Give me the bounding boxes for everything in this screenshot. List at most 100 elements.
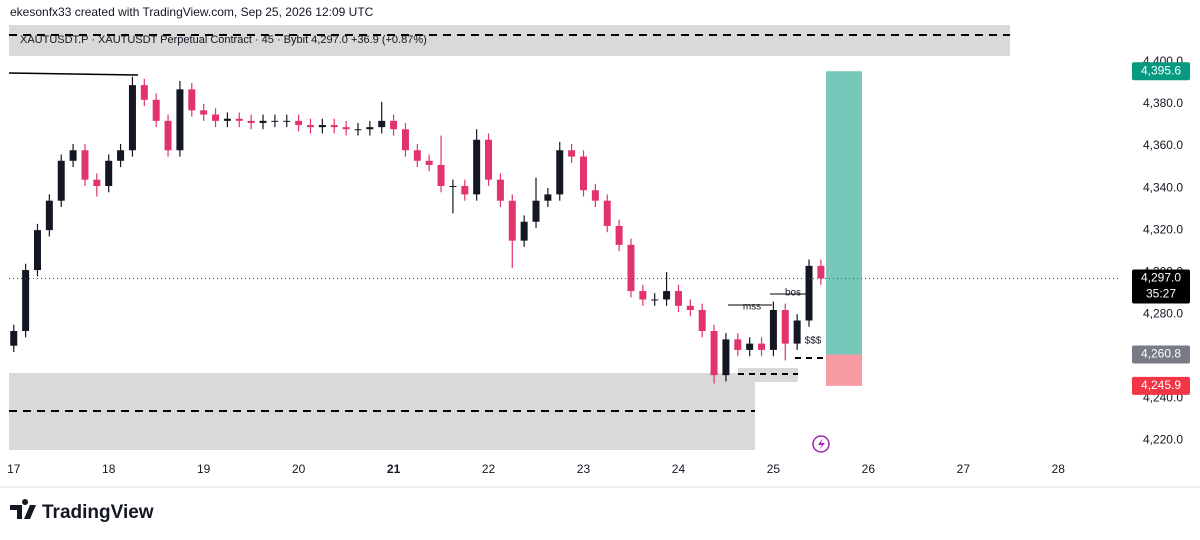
candle-body <box>496 179 504 201</box>
candle-body <box>449 185 457 187</box>
candle-body <box>223 118 231 121</box>
candle-body <box>212 114 220 121</box>
candle-body <box>544 194 552 201</box>
candle-body <box>805 265 813 321</box>
candle-body <box>152 99 160 121</box>
candle-body <box>627 244 635 292</box>
y-tick-label: 4,380.0 <box>1143 96 1183 110</box>
candle-body <box>295 120 303 126</box>
candle-body <box>401 129 409 151</box>
candle-body <box>520 221 528 241</box>
candle-body <box>81 150 89 180</box>
candle-body <box>117 150 125 161</box>
event-icon-bolt <box>818 438 825 450</box>
candle-body <box>45 200 53 231</box>
candle-body <box>651 299 659 301</box>
candle-body <box>639 291 647 300</box>
candle-body <box>793 320 801 344</box>
countdown: 35:27 <box>1146 287 1176 301</box>
y-tick-label: 4,220.0 <box>1143 432 1183 446</box>
candle-body <box>722 339 730 376</box>
price-tag-label: 4,245.9 <box>1141 378 1181 392</box>
x-tick-label: 22 <box>482 462 496 476</box>
candle-body <box>366 127 374 130</box>
candle-body <box>271 120 279 122</box>
event-icon[interactable] <box>812 435 830 453</box>
chart-title: XAUTUSDT.P · XAUTUSDT Perpetual Contract… <box>20 34 427 46</box>
price-tag <box>1132 269 1190 304</box>
x-tick-label: 24 <box>672 462 686 476</box>
attribution: ekesonfx33 created with TradingView.com,… <box>10 5 374 19</box>
candle-body <box>22 270 30 332</box>
supply-zone <box>9 25 1010 56</box>
candle-body <box>57 160 65 201</box>
x-tick-label: 21 <box>387 462 401 476</box>
candle-body <box>283 120 291 122</box>
candle-body <box>615 225 623 245</box>
candle-body <box>698 309 706 332</box>
candle-body <box>734 339 742 350</box>
candle-body <box>781 309 789 344</box>
high-line <box>8 72 139 76</box>
candle-body <box>568 150 576 157</box>
candle-body <box>710 331 718 376</box>
candle-body <box>200 110 208 115</box>
candle-body <box>532 200 540 222</box>
candle-body <box>176 89 184 151</box>
candle-body <box>247 120 255 123</box>
candle-body <box>318 125 326 128</box>
candle-body <box>10 331 18 346</box>
candle-body <box>188 89 196 111</box>
x-tick-label: 26 <box>862 462 876 476</box>
candle-body <box>164 120 172 151</box>
price-tag-label: 4,297.0 <box>1141 271 1181 285</box>
y-tick-label: 4,320.0 <box>1143 222 1183 236</box>
x-tick-label: 25 <box>767 462 781 476</box>
x-tick-label: 19 <box>197 462 211 476</box>
price-tag <box>1132 345 1190 364</box>
x-tick-label: 18 <box>102 462 116 476</box>
annotation: $$$ <box>805 336 822 347</box>
candle-body <box>758 343 766 350</box>
candle-body <box>342 127 350 130</box>
candle-body <box>33 230 41 271</box>
candle-body <box>105 160 113 186</box>
brand: TradingView <box>42 502 154 523</box>
candle-body <box>413 150 421 161</box>
x-tick-label: 27 <box>957 462 971 476</box>
candle-body <box>591 190 599 201</box>
candle-body <box>579 156 587 191</box>
candle-body <box>556 150 564 195</box>
candle-body <box>330 125 338 128</box>
candle-body <box>425 160 433 165</box>
y-tick-label: 4,280.0 <box>1143 306 1183 320</box>
candle-body <box>306 125 314 128</box>
candle-body <box>603 200 611 226</box>
x-tick-label: 20 <box>292 462 306 476</box>
price-tag <box>1132 376 1190 395</box>
candle-body <box>674 291 682 306</box>
candle-body <box>473 139 481 195</box>
candle-body <box>235 118 243 121</box>
x-tick-label: 17 <box>7 462 21 476</box>
x-tick-label: 28 <box>1052 462 1066 476</box>
price-tag-label: 4,395.6 <box>1141 63 1181 77</box>
candle-body <box>663 291 671 300</box>
price-tag-label: 4,260.8 <box>1141 347 1181 361</box>
candle-body <box>485 139 493 180</box>
candle-body <box>128 85 136 151</box>
candle-body <box>746 343 754 350</box>
brand-logo <box>10 499 36 519</box>
candle-body <box>686 305 694 310</box>
candle-body <box>354 129 362 131</box>
candle-body <box>769 309 777 350</box>
y-tick-label: 4,360.0 <box>1143 138 1183 152</box>
candle-body <box>378 120 386 128</box>
target-zone <box>826 71 862 355</box>
annotation: mss <box>743 302 761 313</box>
candle-body <box>508 200 516 241</box>
candle-body <box>817 265 825 279</box>
x-tick-label: 23 <box>577 462 591 476</box>
candle-body <box>259 120 267 123</box>
